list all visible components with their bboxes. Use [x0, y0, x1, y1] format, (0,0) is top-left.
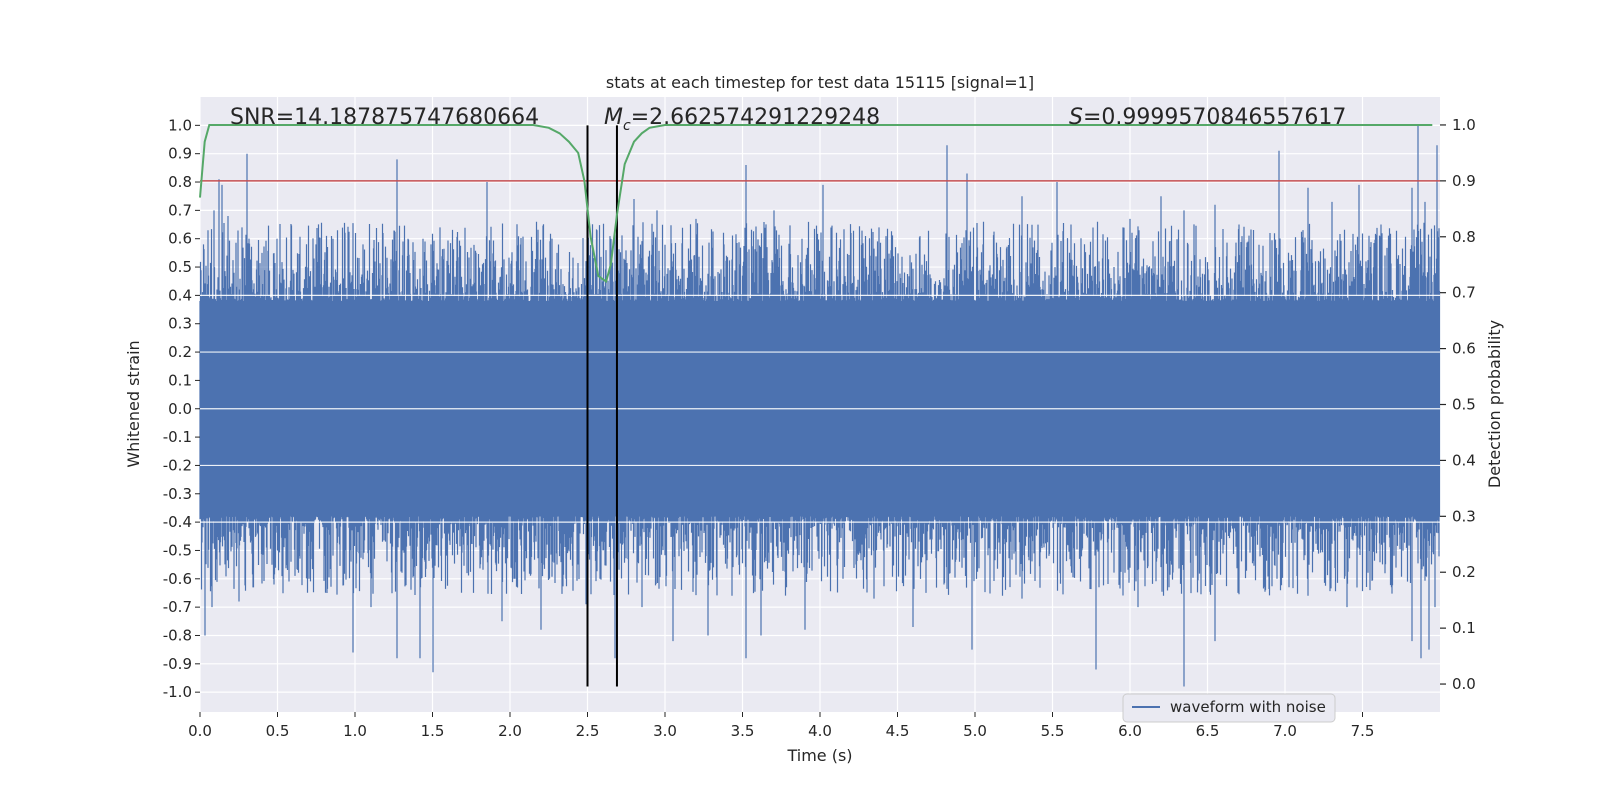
y-tick-label: 0.3 [168, 315, 192, 333]
y-right-tick-label: 0.3 [1452, 507, 1476, 525]
legend: waveform with noise [1122, 693, 1336, 723]
y-right-tick-label: 1.0 [1452, 116, 1476, 134]
x-axis-label: Time (s) [786, 746, 852, 765]
y-tick-label: -0.9 [163, 655, 192, 673]
y-right-tick-label: 0.8 [1452, 228, 1476, 246]
snr-annotation: SNR=14.187875747680664 [230, 105, 539, 130]
detection-probability-line [199, 124, 1433, 284]
y-tick-label: -0.1 [163, 428, 192, 446]
y-axis-label: Whitened strain [124, 340, 143, 467]
x-tick-label: 2.5 [576, 722, 600, 740]
chirp-mass-symbol: M [604, 105, 623, 130]
y-tick-label: -0.4 [163, 513, 192, 531]
y-tick-label: 0.1 [168, 371, 192, 389]
y-tick-label: 0.5 [168, 258, 192, 276]
legend-box [1122, 693, 1336, 723]
x-tick-label: 4.0 [808, 722, 832, 740]
x-tick-label: 2.0 [498, 722, 522, 740]
x-tick-label: 0.5 [266, 722, 290, 740]
axes: 0.0 0.5 1.0 1.5 2.0 2.5 3.0 3.5 4.0 4.5 5.0 5.5 6.0 6… [163, 116, 1476, 740]
x-tick-label: 3.5 [731, 722, 755, 740]
x-tick-label: 5.0 [963, 722, 987, 740]
x-tick-label: 3.0 [653, 722, 677, 740]
x-tick-label: 0.0 [188, 722, 212, 740]
y-tick-label: 1.0 [168, 116, 192, 134]
y-tick-label: -0.2 [163, 456, 192, 474]
s-symbol: S [1069, 105, 1083, 130]
x-tick-label: 4.5 [886, 722, 910, 740]
y-tick-label: -0.3 [163, 485, 192, 503]
s-annotation: S=0.9999570846557617 [1069, 105, 1346, 130]
x-tick-label: 1.0 [343, 722, 367, 740]
y-axis-right-label: Detection probability [1485, 320, 1504, 488]
y-right-tick-label: 0.4 [1452, 451, 1476, 469]
y-tick-label: -0.8 [163, 626, 192, 644]
y-tick-label: 0.2 [168, 343, 192, 361]
y-right-tick-label: 0.0 [1452, 675, 1476, 693]
x-tick-label: 1.5 [421, 722, 445, 740]
y-tick-label: 0.4 [168, 286, 192, 304]
y-right-tick-label: 0.7 [1452, 284, 1476, 302]
y-tick-label: -0.5 [163, 541, 192, 559]
x-tick-label: 6.0 [1118, 722, 1142, 740]
y-right-tick-label: 0.6 [1452, 340, 1476, 358]
waveform-series [199, 125, 1441, 687]
y-tick-label: 0.9 [168, 145, 192, 163]
y-tick-label: 0.0 [168, 400, 192, 418]
y-right-tick-label: 0.1 [1452, 619, 1476, 637]
chirp-mass-value: =2.662574291229248 [631, 105, 880, 130]
chirp-mass-subscript: c [623, 118, 631, 134]
legend-label-waveform: waveform with noise [1170, 698, 1326, 716]
chart-title: stats at each timestep for test data 151… [606, 73, 1034, 92]
y-tick-label: 0.8 [168, 173, 192, 191]
y-tick-label: 0.7 [168, 201, 192, 219]
x-tick-label: 7.5 [1351, 722, 1375, 740]
y-tick-label: -0.6 [163, 570, 192, 588]
x-tick-label: 6.5 [1196, 722, 1220, 740]
x-tick-label: 7.0 [1273, 722, 1297, 740]
y-tick-label: -1.0 [163, 683, 192, 701]
y-right-tick-label: 0.2 [1452, 563, 1476, 581]
y-tick-label: -0.7 [163, 598, 192, 616]
y-tick-label: 0.6 [168, 230, 192, 248]
overlays [199, 124, 1440, 687]
y-right-tick-label: 0.5 [1452, 396, 1476, 414]
chirp-mass-annotation: Mc=2.662574291229248 [604, 105, 880, 134]
y-right-tick-label: 0.9 [1452, 172, 1476, 190]
x-tick-label: 5.5 [1041, 722, 1065, 740]
s-value: =0.9999570846557617 [1083, 105, 1346, 130]
